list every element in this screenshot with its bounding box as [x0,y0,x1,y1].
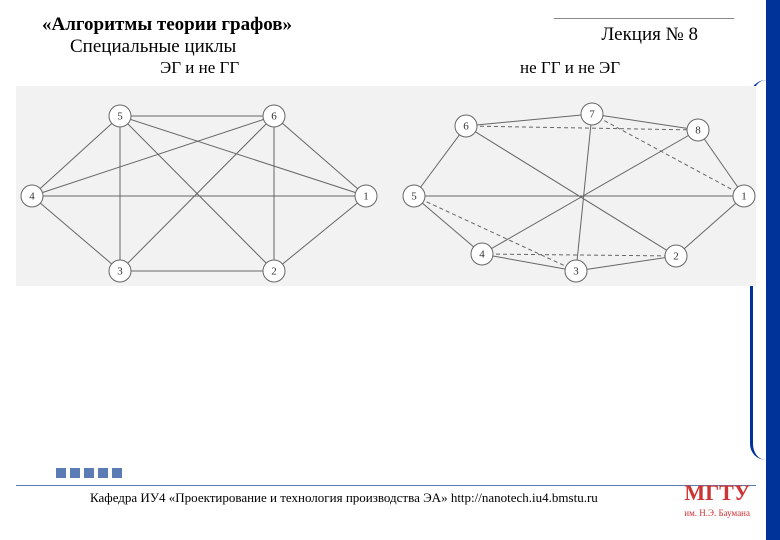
logo-sub: им. Н.Э. Баумана [684,508,750,518]
node-label: 7 [589,109,595,121]
footer-text: Кафедра ИУ4 «Проектирование и технология… [90,490,598,506]
right-graph-caption: не ГГ и не ЭГ [520,58,620,78]
node-label: 4 [479,249,485,261]
edge-dashed [592,114,744,196]
node-label: 5 [117,111,123,123]
edge [32,196,120,271]
lecture-number: Лекция № 8 [601,24,698,46]
edge [482,254,576,271]
edge [466,114,592,126]
header-title: «Алгоритмы теории графов» [42,14,292,36]
node-label: 1 [363,191,369,203]
left-graph-caption: ЭГ и не ГГ [160,58,239,78]
edge [592,114,698,130]
edge [466,126,676,256]
node-label: 3 [573,266,579,278]
node-label: 1 [741,191,747,203]
edge [274,116,366,196]
edge-dashed [414,196,576,271]
edge [274,196,366,271]
node-label: 2 [271,266,277,278]
footer-squares [56,468,122,478]
edge [482,130,698,254]
node-label: 5 [411,191,417,203]
edge [32,116,120,196]
edge-dashed [482,254,676,256]
node-label: 3 [117,266,123,278]
node-label: 4 [29,191,35,203]
edge-dashed [466,126,698,130]
logo-main: МГТУ [684,480,750,506]
edge [676,196,744,256]
side-accent [766,0,780,540]
footer-line [16,485,756,486]
edge [32,116,274,196]
node-label: 6 [463,121,469,133]
edge [698,130,744,196]
node-label: 8 [695,125,701,137]
node-label: 6 [271,111,277,123]
edge [576,256,676,271]
edge [414,126,466,196]
edge [120,116,366,196]
header-subtitle: Специальные циклы [70,36,236,58]
edge [414,196,482,254]
hr-deco [554,18,734,19]
node-label: 2 [673,251,679,263]
graphs-svg: 1 2 3 4 5 6 1 2 3 4 5 6 7 8 [16,86,756,306]
